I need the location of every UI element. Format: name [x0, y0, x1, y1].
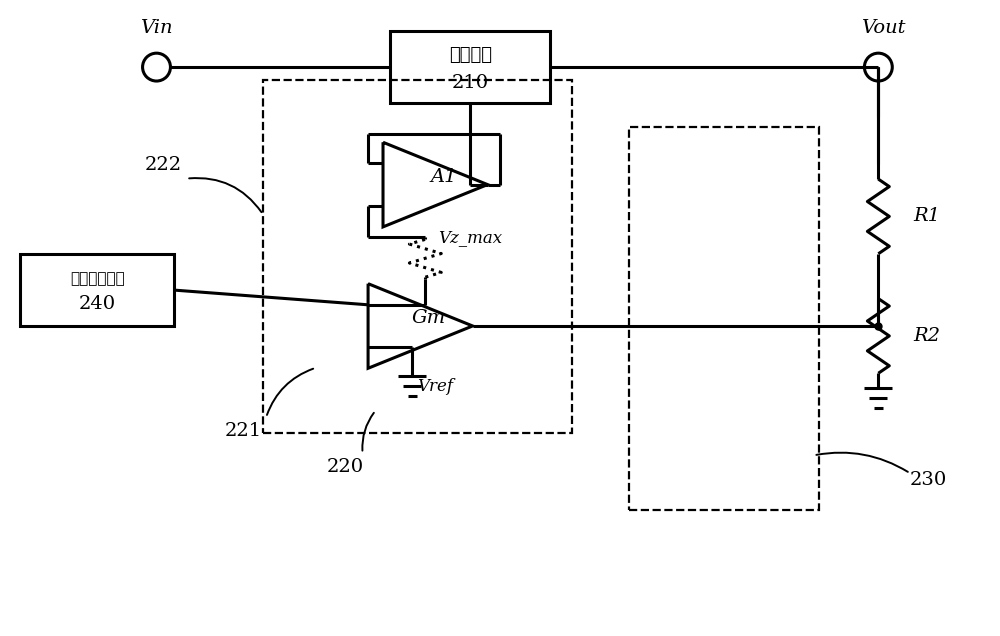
Text: Gm: Gm — [411, 309, 445, 327]
Text: 210: 210 — [452, 74, 489, 92]
Text: A1: A1 — [430, 168, 456, 186]
Text: R1: R1 — [913, 207, 940, 225]
Text: Vin: Vin — [140, 19, 173, 38]
Bar — [629, 127, 819, 510]
Text: 220: 220 — [327, 459, 364, 476]
Text: Vout: Vout — [861, 19, 906, 38]
Text: 222: 222 — [145, 156, 182, 174]
Text: Vref: Vref — [417, 378, 453, 395]
Text: Vz_max: Vz_max — [438, 229, 502, 246]
Text: 230: 230 — [909, 471, 947, 489]
FancyArrowPatch shape — [362, 413, 374, 451]
Text: R2: R2 — [913, 327, 940, 345]
Bar — [390, 31, 550, 103]
FancyArrowPatch shape — [816, 453, 908, 472]
FancyArrowPatch shape — [189, 178, 261, 212]
Bar — [20, 254, 174, 326]
Text: 221: 221 — [225, 422, 262, 439]
Bar — [263, 80, 572, 434]
Text: 开关电路: 开关电路 — [449, 46, 492, 64]
Text: 240: 240 — [79, 295, 116, 313]
Text: 第一调节电路: 第一调节电路 — [70, 271, 125, 286]
FancyArrowPatch shape — [267, 369, 313, 415]
